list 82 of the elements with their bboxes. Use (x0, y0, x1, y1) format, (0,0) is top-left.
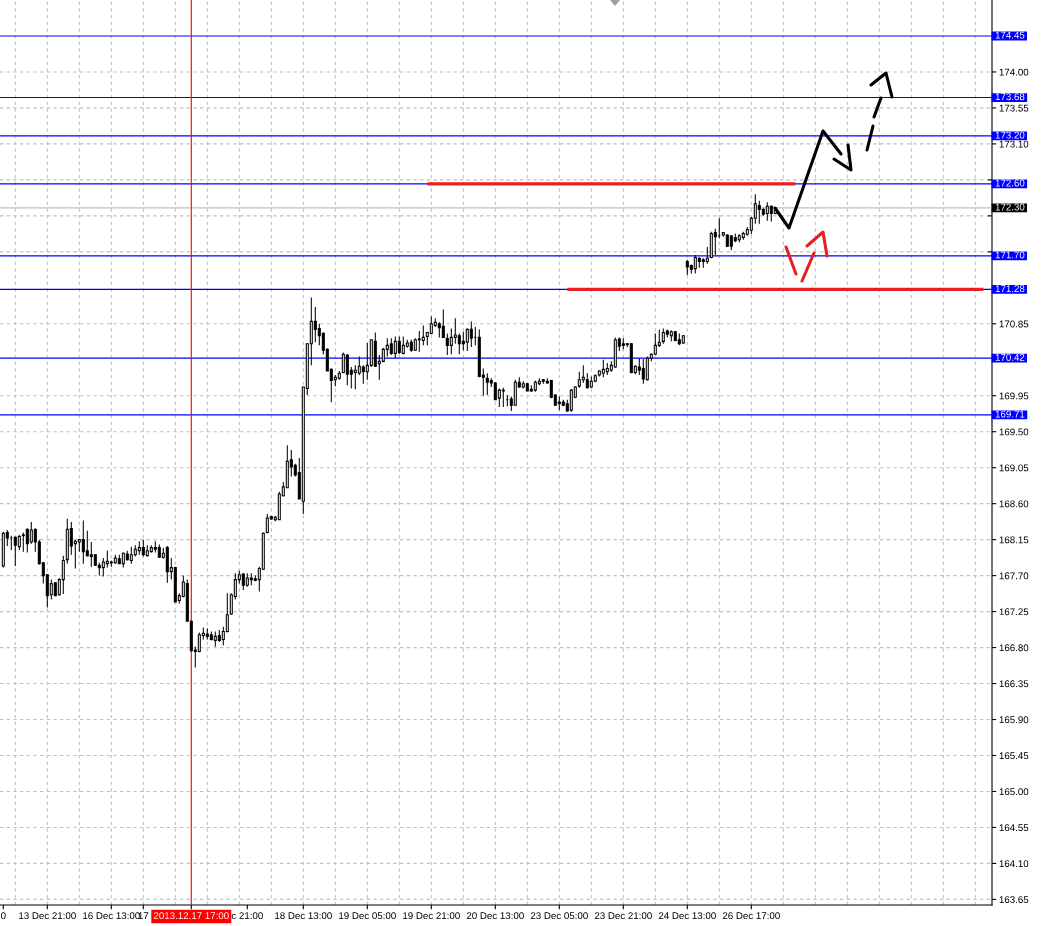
y-tick-label: 169.05 (999, 464, 1029, 472)
candlestick (361, 364, 365, 385)
candlestick (461, 331, 465, 351)
ref-line-label: 173.68 (995, 93, 1025, 101)
y-tick-label: 166.80 (999, 644, 1029, 652)
candlestick (101, 557, 105, 577)
candlestick (765, 201, 769, 222)
ref-line-label: 169.71 (995, 410, 1025, 418)
candlestick (757, 200, 761, 225)
y-tick-label: 165.90 (999, 716, 1029, 724)
candlestick (385, 337, 389, 358)
candlestick (345, 353, 349, 386)
x-tick-label: 23 Dec 05:00 (530, 912, 588, 920)
candlestick (485, 372, 489, 396)
y-tick-label: 165.00 (999, 788, 1029, 796)
candlestick (69, 521, 73, 556)
ref-line-label: 170.42 (995, 353, 1025, 361)
y-tick-label: 165.45 (999, 752, 1029, 760)
y-tick-label: 163.65 (999, 896, 1029, 904)
x-tick-label: 2013.12.17 17:00 (153, 912, 229, 920)
candlestick (653, 332, 657, 356)
y-tick-label: 164.55 (999, 824, 1029, 832)
x-tick-label: 23 Dec 21:00 (594, 912, 652, 920)
y-tick-label: 174.00 (999, 68, 1029, 76)
y-tick-label: 167.25 (999, 608, 1029, 616)
y-tick-label: 164.10 (999, 860, 1029, 868)
candlestick (453, 317, 457, 345)
candlestick (713, 228, 717, 256)
candlestick (25, 527, 29, 553)
x-tick-label: c 21:00 (231, 912, 263, 920)
candlestick (645, 356, 649, 382)
candlestick (89, 541, 93, 568)
candlestick (421, 324, 425, 346)
candlestick (13, 535, 17, 567)
candlestick (641, 358, 645, 385)
candlestick (353, 364, 357, 390)
ref-line-label: 171.28 (995, 285, 1025, 293)
x-tick-label: 19 Dec 05:00 (339, 912, 396, 920)
y-tick-label: 168.60 (999, 500, 1029, 508)
candlestick (81, 519, 85, 565)
candlestick (417, 330, 421, 353)
candlestick (61, 555, 65, 595)
ref-line-label: 171.70 (995, 251, 1025, 259)
y-tick-label: 170.85 (999, 320, 1029, 328)
candlestick (85, 530, 89, 557)
x-tick-label: 24 Dec 13:00 (658, 912, 716, 920)
y-tick-label: 166.35 (999, 680, 1029, 688)
ref-line-label: 173.20 (995, 131, 1025, 139)
ref-line-label: 172.60 (995, 179, 1025, 187)
ref-line-label: 174.45 (995, 31, 1025, 39)
x-tick-label: 18 Dec 13:00 (275, 912, 332, 920)
x-tick-label: 26 Dec 17:00 (722, 912, 780, 920)
candlestick (457, 332, 461, 355)
y-tick-label: 168.15 (999, 536, 1029, 544)
y-tick-label: 173.55 (999, 104, 1029, 112)
candlestick (357, 356, 361, 376)
y-tick-label: 169.50 (999, 428, 1029, 436)
candlestick (709, 231, 713, 259)
candlestick (445, 332, 449, 356)
x-tick-label: 16 Dec 13:00 (83, 912, 140, 920)
ref-line-label: 172.30 (995, 203, 1025, 211)
y-tick-label: 173.10 (999, 140, 1029, 148)
candlestick (501, 387, 505, 408)
candlestick (449, 328, 453, 355)
x-tick-label: 17 (138, 912, 149, 919)
candlestick (165, 545, 169, 584)
x-tick-label: 0 (0, 912, 6, 920)
candlestick (393, 336, 397, 359)
x-tick-label: 13 Dec 21:00 (19, 912, 76, 920)
candlestick (469, 320, 473, 348)
candlestick (29, 521, 33, 545)
candlestick (21, 531, 25, 553)
candlestick (441, 308, 445, 338)
candlestick (313, 306, 317, 343)
candlestick (693, 254, 697, 274)
x-tick-label: 20 Dec 13:00 (466, 912, 524, 920)
y-tick-label: 169.95 (999, 392, 1029, 400)
x-tick-label: 19 Dec 21:00 (403, 912, 460, 920)
candlestick (365, 342, 369, 381)
candlestick (569, 388, 573, 413)
candlestick (513, 379, 517, 406)
y-tick-label: 167.70 (999, 572, 1029, 580)
